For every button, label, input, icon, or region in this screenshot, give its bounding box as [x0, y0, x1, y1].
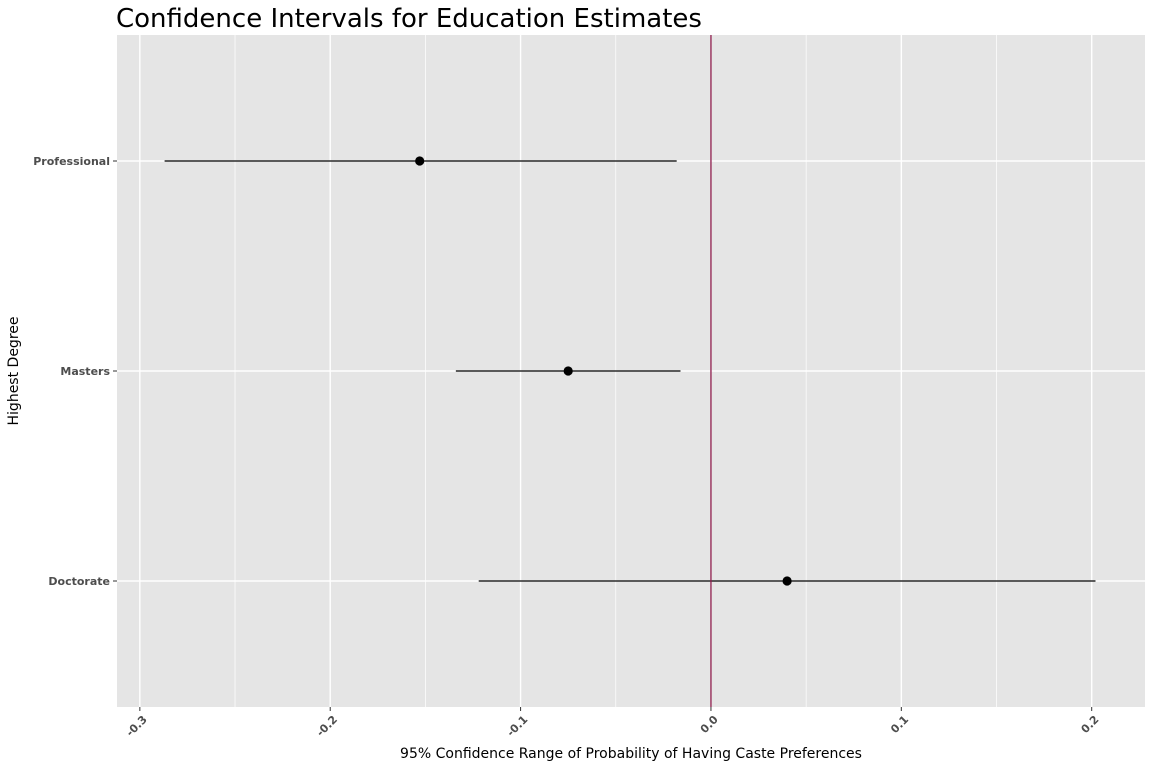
x-axis-title: 95% Confidence Range of Probability of H… [400, 746, 862, 762]
point-estimate-doctorate [782, 576, 792, 586]
x-tick-label: -0.3 [124, 713, 150, 739]
x-tick-label: 0.2 [1079, 713, 1102, 736]
y-tick-label-masters: Masters [60, 365, 110, 378]
x-tick-label: -0.2 [314, 713, 340, 739]
x-tick-label: -0.1 [504, 713, 530, 739]
x-tick-label: 0.1 [888, 713, 911, 736]
point-estimate-professional [415, 156, 425, 166]
y-tick-label-professional: Professional [33, 155, 110, 168]
point-estimate-masters [563, 366, 573, 376]
chart-title: Confidence Intervals for Education Estim… [116, 4, 702, 34]
point-estimates [415, 156, 792, 586]
y-axis-title: Highest Degree [6, 317, 22, 426]
x-axis: -0.3 -0.2 -0.1 0.0 0.1 0.2 [124, 707, 1102, 739]
x-tick-label: 0.0 [698, 713, 721, 736]
y-tick-label-doctorate: Doctorate [48, 575, 110, 588]
y-axis: Professional Masters Doctorate [33, 155, 117, 588]
